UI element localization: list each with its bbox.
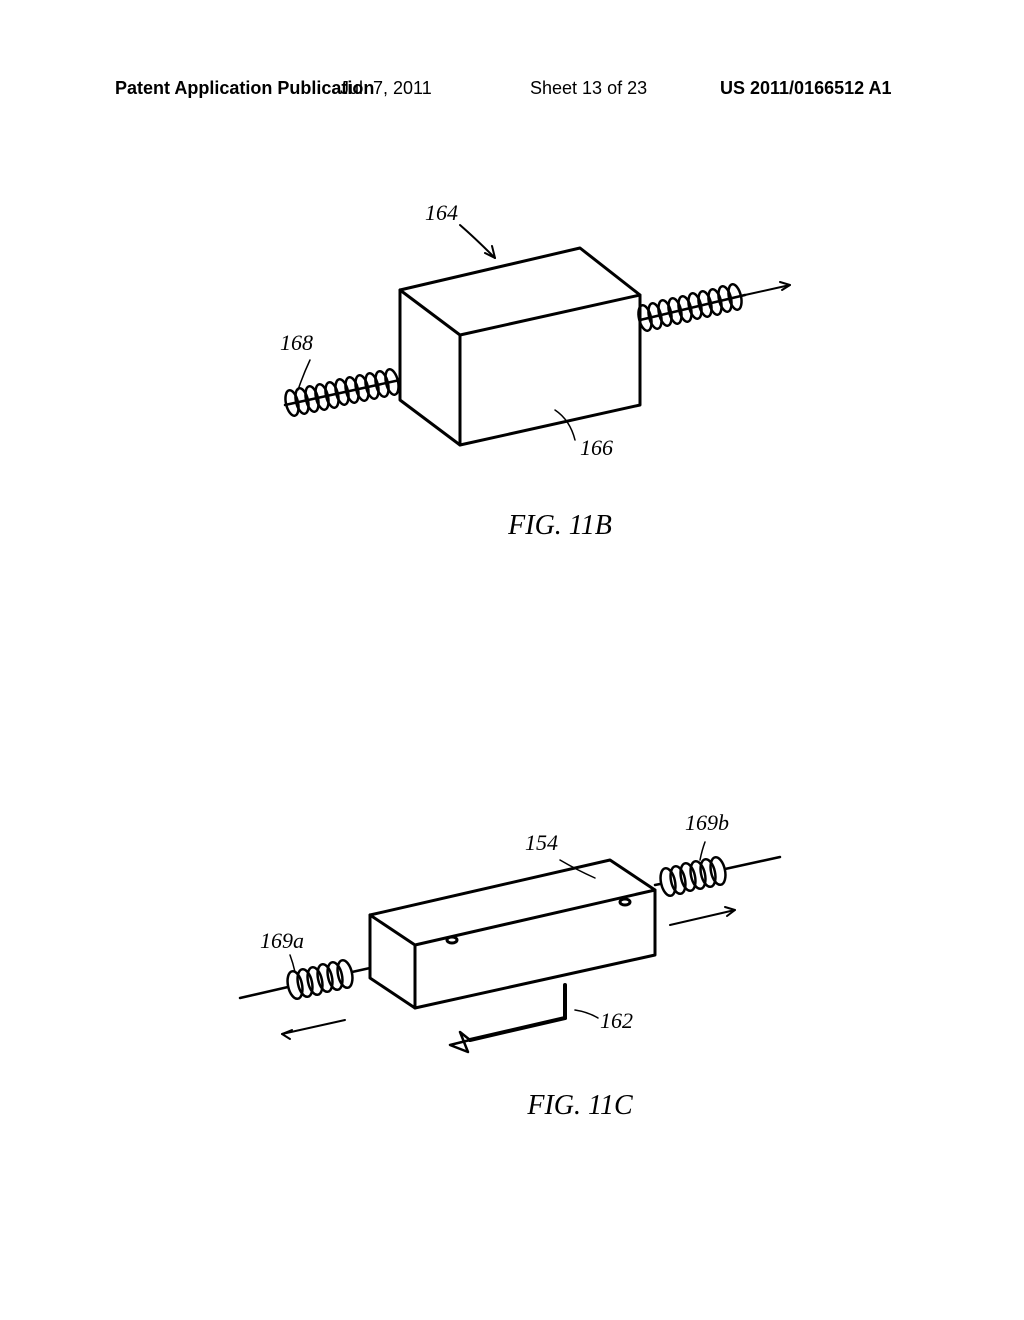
ref-164: 164 [425, 200, 458, 226]
ref-154: 154 [525, 830, 558, 856]
ref-169a: 169a [260, 928, 304, 954]
figure-11c: 154 162 169a 169b FIG. 11C [180, 760, 820, 1122]
header-date: Jul. 7, 2011 [340, 78, 432, 99]
header: Patent Application Publication Jul. 7, 2… [0, 78, 1024, 99]
fig-11b-label: FIG. 11B [320, 510, 800, 542]
fig-11c-label: FIG. 11C [340, 1090, 820, 1122]
ref-169b: 169b [685, 810, 729, 836]
header-sheet: Sheet 13 of 23 [530, 78, 647, 99]
header-pubnumber: US 2011/0166512 A1 [720, 78, 891, 99]
ref-168: 168 [280, 330, 313, 356]
figure-11b: 164 168 166 FIG. 11B [200, 190, 800, 542]
ref-162: 162 [600, 1008, 633, 1034]
header-left: Patent Application Publication [115, 78, 374, 99]
ref-166: 166 [580, 435, 613, 461]
